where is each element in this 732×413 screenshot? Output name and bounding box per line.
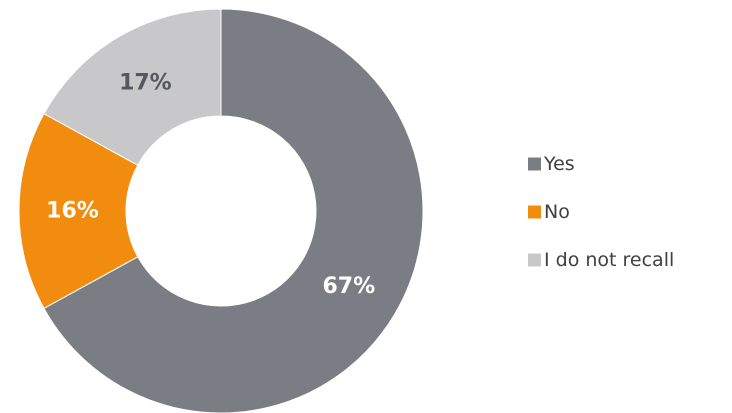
legend-swatch-no bbox=[528, 205, 541, 219]
data-label-yes: 67% bbox=[322, 274, 375, 299]
legend-label-i-do-not-recall: I do not recall bbox=[544, 249, 674, 271]
slice-yes bbox=[43, 8, 424, 413]
slice-data-labels: 67% 16% 17% bbox=[46, 71, 375, 299]
data-label-i-do-not-recall: 17% bbox=[119, 71, 172, 96]
legend-label-no: No bbox=[544, 201, 570, 223]
legend-item-no: No bbox=[528, 201, 570, 223]
legend-swatch-yes bbox=[528, 157, 541, 171]
slice-i-do-not-recall bbox=[43, 8, 222, 166]
data-label-no: 16% bbox=[46, 199, 99, 224]
legend-item-i-do-not-recall: I do not recall bbox=[528, 249, 674, 271]
legend-label-yes: Yes bbox=[543, 153, 575, 175]
legend-item-yes: Yes bbox=[528, 153, 575, 175]
chart-legend: Yes No I do not recall bbox=[528, 153, 674, 271]
legend-swatch-i-do-not-recall bbox=[528, 253, 541, 267]
slice-no bbox=[18, 113, 139, 309]
donut-slices bbox=[18, 8, 424, 413]
